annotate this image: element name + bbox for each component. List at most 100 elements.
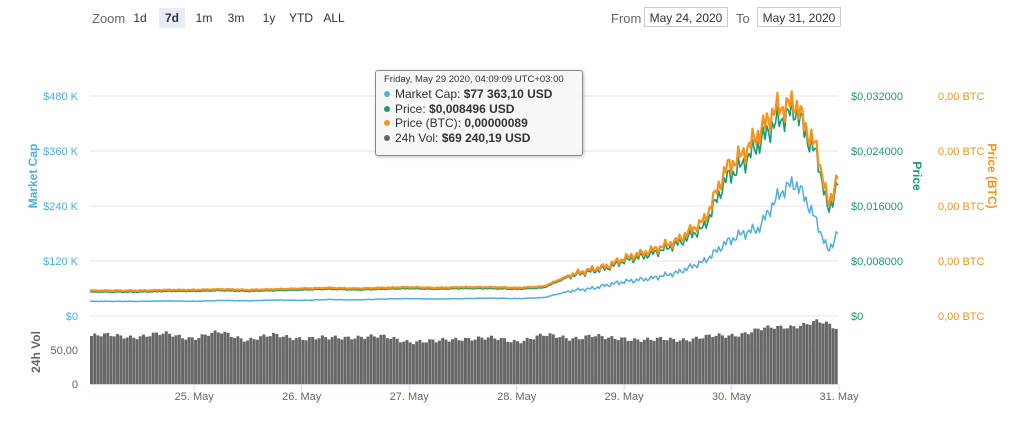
- volume-bar: [333, 335, 337, 384]
- zoom-1y-button[interactable]: 1y: [262, 11, 276, 25]
- volume-bar: [577, 339, 581, 384]
- volume-bar: [255, 339, 259, 384]
- volume-bar: [782, 328, 786, 384]
- volume-bar: [636, 339, 640, 384]
- volume-bar: [161, 333, 165, 384]
- volume-bar: [522, 340, 526, 384]
- x-tick-label: 27. May: [390, 391, 430, 403]
- volume-bar: [317, 338, 321, 384]
- volume-bar: [454, 337, 458, 384]
- volume-bar: [415, 341, 419, 384]
- volume-bar: [538, 333, 542, 384]
- volume-bar: [649, 339, 653, 384]
- price-tick-label: $0,024000: [851, 146, 903, 158]
- volume-bar: [148, 336, 152, 384]
- volume-bar: [259, 336, 263, 384]
- volume-bar: [398, 342, 402, 384]
- volume-bar: [620, 337, 624, 384]
- from-date-input[interactable]: May 24, 2020: [644, 7, 728, 27]
- volume-bar: [164, 331, 168, 384]
- volume-bar: [343, 336, 347, 384]
- volume-bar: [119, 335, 123, 384]
- volume-bar: [372, 336, 376, 384]
- volume-bar: [447, 341, 451, 384]
- x-tick-label: 30. May: [712, 391, 752, 403]
- zoom-ytd-button[interactable]: YTD: [289, 11, 313, 25]
- zoom-1m-button[interactable]: 1m: [195, 11, 213, 25]
- range-toolbar: Zoom 1d 7d 1m 3m 1y YTD ALL From May 24,…: [0, 0, 1024, 36]
- btc-tick-label: 0,00 BTC: [938, 256, 985, 268]
- price-tick-label: $0: [851, 311, 863, 323]
- volume-bar: [441, 337, 445, 384]
- volume-bar: [389, 338, 393, 384]
- volume-bar: [392, 336, 396, 384]
- volume-bar: [792, 326, 796, 384]
- tooltip-row-volume: 24h Vol: $69 240,19 USD: [384, 131, 574, 146]
- volume-bar: [730, 333, 734, 384]
- volume-bar: [359, 336, 363, 384]
- volume-bar: [821, 323, 825, 384]
- volume-bar: [190, 337, 194, 384]
- volume-bar: [639, 341, 643, 384]
- volume-bar: [769, 327, 773, 384]
- volume-bar: [444, 339, 448, 384]
- volume-bar: [155, 332, 158, 384]
- volume-bar: [210, 332, 214, 384]
- volume-bar: [168, 333, 172, 384]
- volume-bar: [548, 333, 552, 384]
- volume-bar: [707, 334, 711, 384]
- volume-bar: [346, 336, 350, 384]
- volume-bar: [499, 337, 503, 384]
- volume-bar: [613, 338, 617, 384]
- volume-bar: [519, 343, 523, 384]
- volume-bar: [525, 337, 529, 384]
- price-dot-icon: [384, 105, 390, 112]
- axis-labels: $0 $0 0,00 BTC $120 K $0,008000 0,00 BTC $240 …: [26, 91, 999, 403]
- zoom-1d-button[interactable]: 1d: [133, 11, 147, 25]
- tooltip-label: Market Cap:: [395, 87, 461, 101]
- volume-bar: [603, 339, 607, 384]
- volume-bar: [207, 335, 211, 384]
- zoom-7d-button[interactable]: 7d: [159, 8, 185, 28]
- volume-bar: [402, 341, 406, 384]
- volume-bar: [607, 337, 611, 384]
- volume-bar: [529, 338, 532, 384]
- volume-bar: [808, 324, 812, 384]
- volume-bar: [112, 336, 116, 384]
- volume-bar: [298, 337, 302, 384]
- zoom-3m-button[interactable]: 3m: [227, 11, 245, 25]
- volume-bar: [246, 340, 250, 384]
- volume-bar: [278, 337, 282, 384]
- volume-bar: [294, 338, 298, 384]
- volume-bar: [366, 336, 370, 384]
- zoom-all-button[interactable]: ALL: [323, 11, 345, 25]
- volume-bar: [493, 338, 497, 384]
- volume-bar: [96, 335, 100, 384]
- volume-bar: [249, 337, 253, 384]
- x-tick-label: 26. May: [282, 391, 322, 403]
- volume-bar: [564, 338, 568, 384]
- volume-bar: [262, 334, 266, 384]
- left-tick-label: $0: [66, 311, 78, 323]
- volume-bar: [311, 336, 315, 384]
- volume-bar: [103, 333, 106, 384]
- volume-bar: [421, 342, 425, 384]
- volume-bar: [330, 337, 334, 384]
- tooltip-row-market-cap: Market Cap: $77 363,10 USD: [384, 87, 574, 102]
- volume-bar: [428, 339, 432, 384]
- volume-bar: [239, 338, 243, 384]
- tooltip-label: Price:: [395, 101, 426, 116]
- volume-bar: [633, 338, 637, 384]
- left-tick-label: $120 K: [43, 256, 79, 268]
- volume-bar: [405, 339, 409, 384]
- volume-bar: [516, 341, 519, 384]
- to-date-input[interactable]: May 31, 2020: [757, 7, 841, 27]
- btc-tick-label: 0,00 BTC: [938, 201, 985, 213]
- volume-bar: [698, 338, 702, 384]
- volume-bar: [99, 336, 103, 384]
- volume-bar: [600, 336, 604, 384]
- volume-bar: [138, 336, 142, 384]
- volume-bar: [691, 338, 695, 384]
- price-btc-dot-icon: [384, 120, 390, 126]
